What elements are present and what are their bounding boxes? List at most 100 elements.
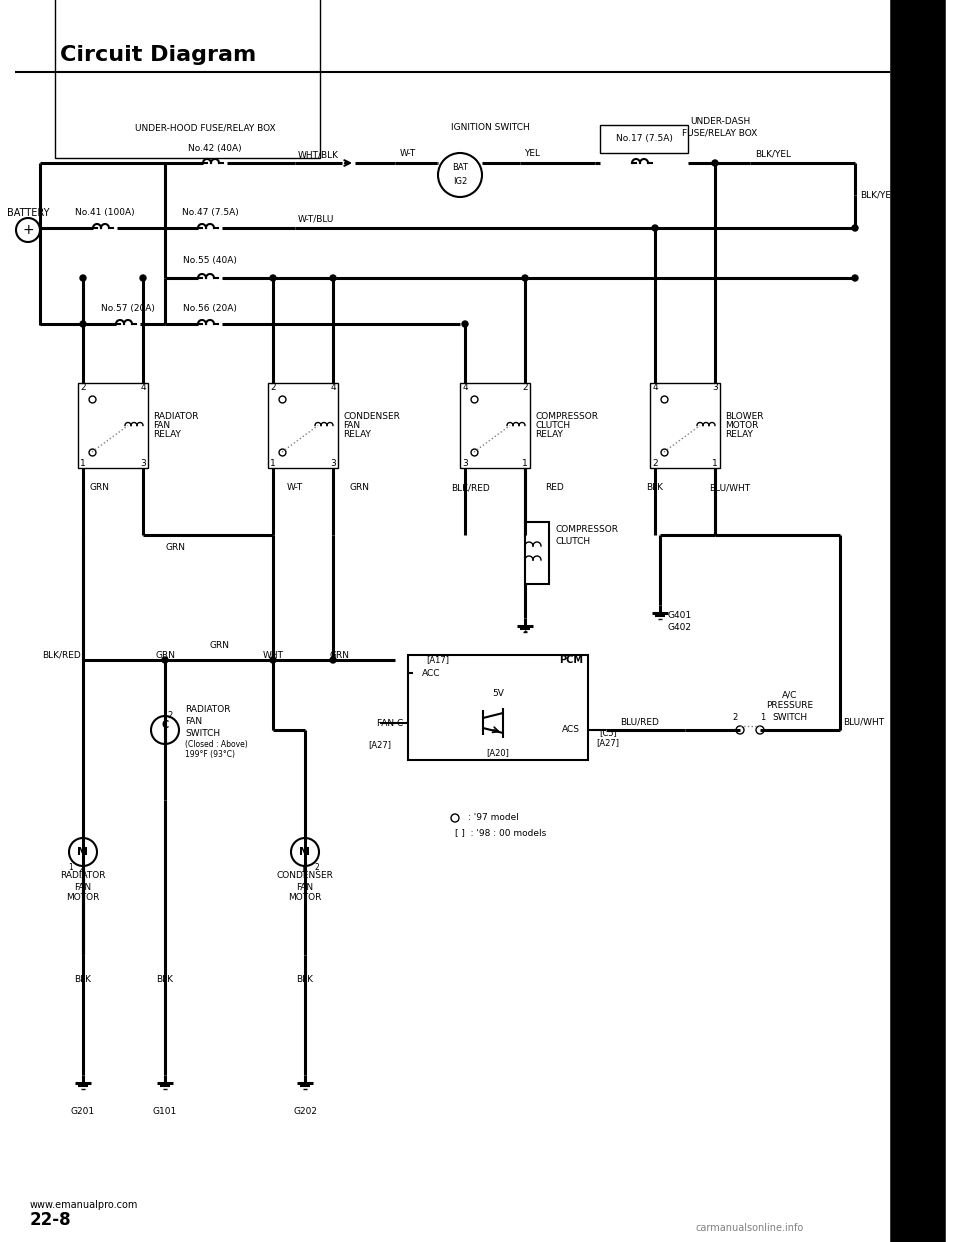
Circle shape: [652, 225, 658, 231]
Text: RELAY: RELAY: [153, 430, 180, 438]
Text: No.41 (100A): No.41 (100A): [75, 207, 134, 216]
Text: 3: 3: [140, 458, 146, 467]
Text: RELAY: RELAY: [535, 430, 563, 438]
Text: No.57 (20A): No.57 (20A): [101, 303, 155, 313]
Text: [A20]: [A20]: [487, 749, 510, 758]
Text: IG2: IG2: [453, 176, 468, 185]
Circle shape: [852, 225, 858, 231]
Text: BLK/YEL: BLK/YEL: [755, 149, 791, 159]
Circle shape: [330, 657, 336, 663]
Text: YEL: YEL: [524, 149, 540, 159]
Text: BLU/WHT: BLU/WHT: [843, 718, 884, 727]
Circle shape: [522, 274, 528, 281]
Bar: [408, 655, 588, 760]
Text: W-T: W-T: [287, 483, 303, 493]
Text: BLOWER: BLOWER: [725, 412, 763, 421]
Text: No.56 (20A): No.56 (20A): [183, 303, 237, 313]
Text: FAN: FAN: [297, 883, 314, 892]
Text: 1: 1: [270, 458, 276, 467]
Text: [A27]: [A27]: [596, 739, 619, 748]
Text: : '97 model: : '97 model: [468, 814, 518, 822]
Text: 3: 3: [462, 458, 468, 467]
Text: 4: 4: [652, 384, 658, 392]
Text: FAN: FAN: [153, 421, 170, 430]
Text: M: M: [78, 847, 88, 857]
Text: RADIATOR: RADIATOR: [185, 705, 230, 714]
Text: [ ]  : '98 : 00 models: [ ] : '98 : 00 models: [455, 828, 546, 837]
Text: C: C: [161, 720, 169, 730]
Text: SWITCH: SWITCH: [185, 729, 220, 738]
Text: No.55 (40A): No.55 (40A): [183, 256, 237, 265]
Text: www.emanualpro.com: www.emanualpro.com: [30, 1200, 138, 1210]
Circle shape: [80, 274, 86, 281]
Text: BLK/RED: BLK/RED: [450, 483, 490, 493]
Text: No.47 (7.5A): No.47 (7.5A): [181, 207, 238, 216]
Text: 2: 2: [81, 384, 85, 392]
Text: RADIATOR: RADIATOR: [153, 412, 199, 421]
Text: RELAY: RELAY: [343, 430, 371, 438]
Text: 1: 1: [522, 458, 528, 467]
Text: WHT/BLK: WHT/BLK: [298, 150, 339, 159]
Text: GRN: GRN: [350, 483, 370, 493]
Text: MOTOR: MOTOR: [288, 893, 322, 903]
Text: FAN C: FAN C: [376, 719, 403, 728]
Text: BLK: BLK: [646, 483, 663, 493]
Text: RED: RED: [545, 483, 564, 493]
Text: UNDER-HOOD FUSE/RELAY BOX: UNDER-HOOD FUSE/RELAY BOX: [134, 123, 276, 133]
Text: PCM: PCM: [559, 655, 583, 664]
Text: FAN: FAN: [75, 883, 91, 892]
Text: 2: 2: [270, 384, 276, 392]
Text: BLU/RED: BLU/RED: [620, 718, 660, 727]
Text: [A27]: [A27]: [369, 740, 392, 749]
Text: BLK: BLK: [75, 975, 91, 985]
Text: CLUTCH: CLUTCH: [555, 538, 590, 546]
Text: FUSE/RELAY BOX: FUSE/RELAY BOX: [683, 128, 757, 138]
Text: M: M: [300, 847, 310, 857]
Bar: [650, 383, 720, 468]
Text: 4: 4: [140, 384, 146, 392]
Circle shape: [270, 657, 276, 663]
Text: [C5]: [C5]: [599, 729, 617, 738]
Text: BLK/YEL: BLK/YEL: [860, 190, 896, 200]
Circle shape: [140, 274, 146, 281]
Circle shape: [330, 274, 336, 281]
Text: IGNITION SWITCH: IGNITION SWITCH: [450, 123, 529, 133]
Text: COMPRESSOR: COMPRESSOR: [555, 525, 618, 534]
Text: W-T/BLU: W-T/BLU: [298, 215, 334, 224]
Text: GRN: GRN: [330, 651, 350, 660]
Text: CONDENSER: CONDENSER: [343, 412, 400, 421]
Circle shape: [80, 320, 86, 327]
Text: 3: 3: [712, 384, 718, 392]
Text: 5V: 5V: [492, 688, 504, 698]
Bar: [460, 383, 530, 468]
Text: BATTERY: BATTERY: [7, 207, 49, 219]
Text: +: +: [22, 224, 34, 237]
Bar: [78, 383, 148, 468]
Text: ACS: ACS: [562, 725, 580, 734]
Bar: [600, 125, 688, 153]
Text: 1: 1: [300, 866, 305, 874]
Text: GRN: GRN: [90, 483, 110, 493]
Text: [A17]: [A17]: [426, 656, 449, 664]
Text: PRESSURE: PRESSURE: [766, 702, 813, 710]
Text: 22-8: 22-8: [30, 1211, 72, 1230]
Text: No.42 (40A): No.42 (40A): [188, 144, 242, 153]
Text: G202: G202: [293, 1108, 317, 1117]
Text: BLK/RED: BLK/RED: [42, 651, 81, 660]
Text: 1: 1: [760, 713, 766, 723]
Circle shape: [852, 274, 858, 281]
Circle shape: [462, 320, 468, 327]
Text: 1: 1: [522, 626, 528, 635]
Text: MOTOR: MOTOR: [66, 893, 100, 903]
Text: 2: 2: [79, 866, 83, 874]
Text: (Closed : Above): (Closed : Above): [185, 739, 248, 749]
Text: RADIATOR: RADIATOR: [60, 872, 106, 881]
Text: G101: G101: [153, 1108, 178, 1117]
Text: BLK: BLK: [297, 975, 314, 985]
Text: GRN: GRN: [155, 651, 175, 660]
Text: BAT: BAT: [452, 163, 468, 171]
Text: CONDENSER: CONDENSER: [276, 872, 333, 881]
Text: BLK: BLK: [156, 975, 174, 985]
Text: 2: 2: [522, 384, 528, 392]
Text: A/C: A/C: [782, 691, 798, 699]
